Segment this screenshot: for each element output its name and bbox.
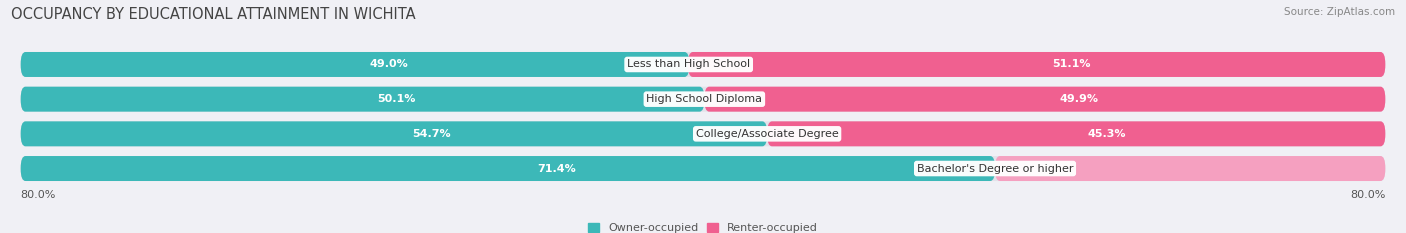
FancyBboxPatch shape — [768, 121, 1385, 146]
FancyBboxPatch shape — [21, 87, 1385, 112]
Text: 80.0%: 80.0% — [21, 190, 56, 200]
Text: 45.3%: 45.3% — [1088, 129, 1126, 139]
Text: 50.1%: 50.1% — [378, 94, 416, 104]
Text: Source: ZipAtlas.com: Source: ZipAtlas.com — [1284, 7, 1395, 17]
FancyBboxPatch shape — [21, 156, 995, 181]
FancyBboxPatch shape — [21, 121, 1385, 146]
Text: High School Diploma: High School Diploma — [647, 94, 762, 104]
Text: 28.6%: 28.6% — [957, 164, 993, 174]
FancyBboxPatch shape — [21, 87, 704, 112]
Text: 71.4%: 71.4% — [537, 164, 576, 174]
Legend: Owner-occupied, Renter-occupied: Owner-occupied, Renter-occupied — [583, 219, 823, 233]
Text: OCCUPANCY BY EDUCATIONAL ATTAINMENT IN WICHITA: OCCUPANCY BY EDUCATIONAL ATTAINMENT IN W… — [11, 7, 416, 22]
Text: 80.0%: 80.0% — [1350, 190, 1385, 200]
FancyBboxPatch shape — [704, 87, 1385, 112]
Text: 51.1%: 51.1% — [1052, 59, 1091, 69]
FancyBboxPatch shape — [995, 156, 1385, 181]
Text: 49.0%: 49.0% — [368, 59, 408, 69]
Text: College/Associate Degree: College/Associate Degree — [696, 129, 838, 139]
Text: 49.9%: 49.9% — [1059, 94, 1098, 104]
FancyBboxPatch shape — [21, 52, 689, 77]
FancyBboxPatch shape — [21, 121, 768, 146]
Text: Bachelor's Degree or higher: Bachelor's Degree or higher — [917, 164, 1073, 174]
FancyBboxPatch shape — [21, 52, 1385, 77]
Text: Less than High School: Less than High School — [627, 59, 751, 69]
Text: 54.7%: 54.7% — [412, 129, 450, 139]
FancyBboxPatch shape — [688, 52, 1385, 77]
FancyBboxPatch shape — [21, 156, 1385, 181]
